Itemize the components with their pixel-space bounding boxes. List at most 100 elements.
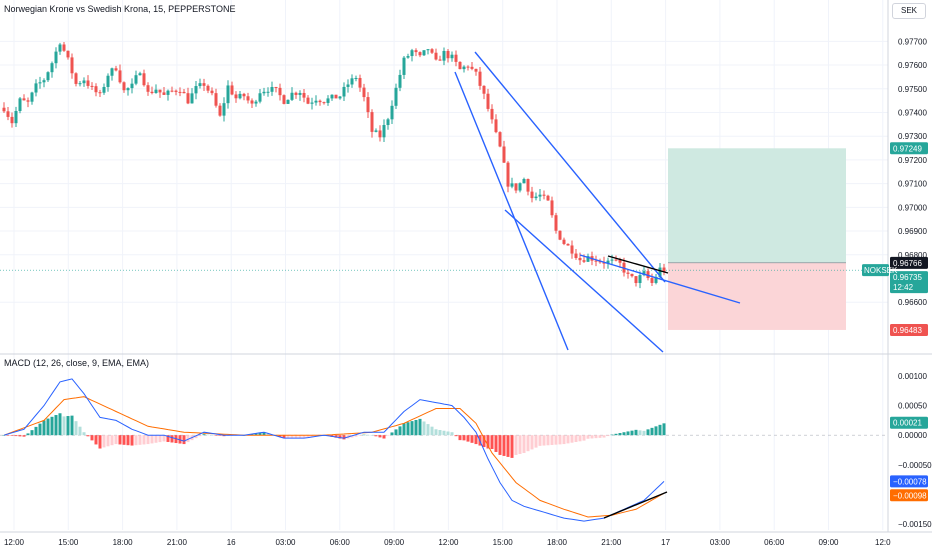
candle-body [334, 94, 338, 99]
candle-body [430, 49, 434, 53]
macd-pane [0, 378, 888, 522]
candle-body [166, 90, 170, 95]
macd-histogram-bar [510, 435, 514, 458]
candle-body [578, 258, 582, 261]
macd-histogram-bar [662, 423, 666, 436]
macd-histogram-bar [442, 430, 446, 436]
macd-histogram-bar [162, 435, 166, 442]
time-tick-label: 15:00 [58, 538, 79, 547]
macd-tick-label: 0.00050 [898, 402, 927, 411]
candle-body [402, 57, 406, 75]
macd-histogram-bar [446, 431, 450, 436]
macd-histogram-bar [498, 435, 502, 455]
macd-histogram-bar [390, 432, 394, 436]
macd-histogram-bar [614, 433, 618, 436]
candle-body [210, 90, 214, 94]
candle-body [270, 87, 274, 92]
macd-histogram-bar [522, 435, 526, 453]
macd-histogram-bar [30, 430, 34, 436]
time-tick-label: 12:0 [875, 538, 891, 547]
macd-histogram-bar [118, 435, 122, 445]
candle-body [322, 102, 326, 104]
candle-body [642, 271, 646, 276]
macd-histogram-bar [122, 435, 126, 445]
time-tick-label: 18:00 [547, 538, 568, 547]
candle-body [186, 93, 190, 104]
candle-body [142, 73, 146, 86]
macd-histogram-bar [562, 435, 566, 445]
candle-body [538, 194, 542, 197]
symbol-tag: NOKSEK [864, 266, 898, 275]
macd-histogram-bar [550, 435, 554, 445]
macd-histogram-bar [74, 421, 78, 436]
macd-histogram-bar [50, 416, 54, 436]
candle-body [326, 98, 330, 103]
time-tick-label: 21:00 [601, 538, 622, 547]
price-tick-label: 0.96600 [898, 298, 927, 307]
macd-histogram-bar [558, 435, 562, 445]
candle-body [278, 87, 282, 96]
candle-body [554, 215, 558, 231]
candle-body [450, 54, 454, 59]
candle-body [586, 256, 590, 262]
macd-histogram-bar [430, 426, 434, 436]
macd-histogram-bar [294, 435, 298, 439]
macd-histogram-bar [82, 432, 86, 436]
candle-body [458, 61, 462, 70]
macd-histogram-bar [658, 424, 662, 436]
macd-histogram-bar [6, 435, 10, 436]
candle-body [254, 101, 258, 104]
macd-histogram-bar [314, 435, 318, 437]
macd-histogram-bar [410, 421, 414, 436]
time-tick-label: 17 [661, 538, 670, 547]
candle-body [510, 183, 514, 187]
candle-body [178, 91, 182, 93]
candle-body [498, 132, 502, 147]
candle-body [54, 51, 58, 64]
candle-body [34, 83, 38, 93]
macd-histogram-bar [90, 435, 94, 441]
currency-button[interactable]: SEK [892, 3, 926, 19]
macd-histogram-bar [102, 435, 106, 448]
candle-body [466, 66, 470, 68]
macd-histogram-bar [426, 424, 430, 436]
price-tick-label: 0.97200 [898, 156, 927, 165]
candle-body [18, 98, 22, 111]
candle-body [158, 89, 162, 93]
price-tick-label: 0.97500 [898, 85, 927, 94]
macd-histogram-bar [342, 435, 346, 440]
candle-body [502, 146, 506, 163]
candle-body [262, 91, 266, 94]
macd-histogram-bar [86, 435, 90, 437]
candle-body [110, 68, 114, 76]
candle-body [218, 105, 222, 116]
candle-body [630, 273, 634, 277]
candle-body [358, 77, 362, 88]
macd-histogram-bar [218, 435, 222, 436]
macd-histogram-bar [94, 435, 98, 445]
macd-histogram-bar [654, 426, 658, 436]
candle-body [506, 162, 510, 187]
last-price-tag-countdown: 12:42 [893, 283, 914, 292]
macd-histogram-bar [26, 433, 30, 436]
macd-histogram-bar [150, 435, 154, 444]
candle-body [274, 87, 278, 89]
macd-tick-label: 0.00100 [898, 372, 927, 381]
time-tick-label: 09:00 [818, 538, 839, 547]
macd-histogram-bar [306, 435, 310, 438]
macd-tick-label: 0.00000 [898, 431, 927, 440]
candle-body [150, 91, 154, 94]
macd-histogram-bar [110, 435, 114, 446]
candle-body [410, 50, 414, 57]
candle-body [82, 80, 86, 84]
candle-body [190, 93, 194, 104]
candle-body [106, 75, 110, 87]
macd-histogram-bar [254, 433, 258, 436]
last-price-tag-bg [890, 271, 928, 294]
signal-line [3, 396, 665, 518]
candle-body [634, 276, 638, 284]
macd-histogram-bar [646, 429, 650, 436]
macd-histogram-bar [382, 435, 386, 439]
time-tick-label: 06:00 [330, 538, 351, 547]
